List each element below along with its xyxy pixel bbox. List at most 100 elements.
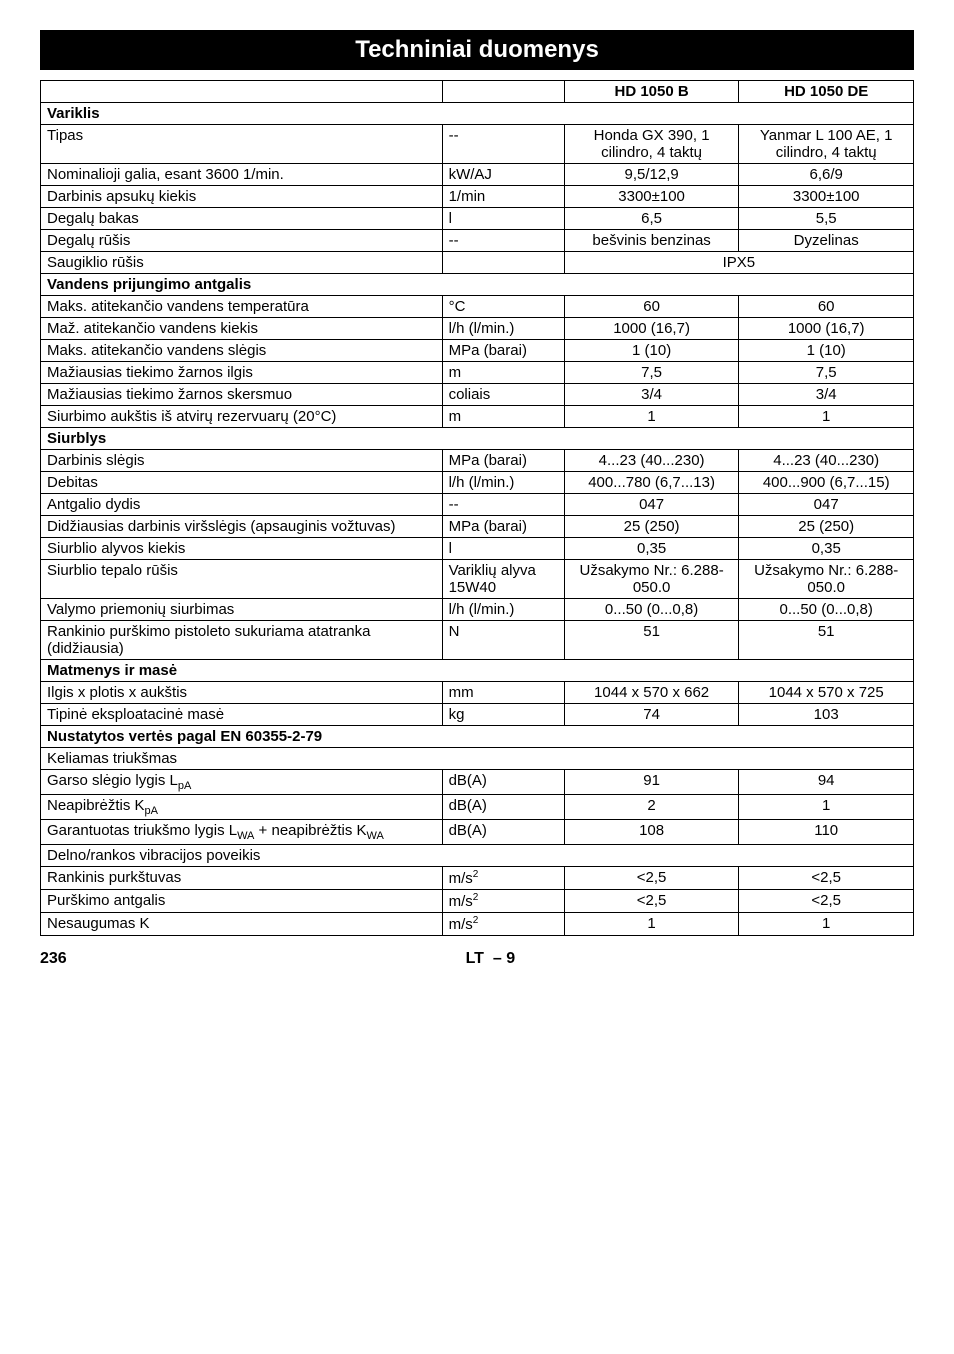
cell-label: Siurbimo aukštis iš atvirų rezervuarų (2… xyxy=(41,406,443,428)
section-nustatytos: Nustatytos vertės pagal EN 60355-2-79 xyxy=(41,726,914,748)
table-row: Garso slėgio lygis LpA dB(A) 91 94 xyxy=(41,770,914,795)
cell-value: 1044 x 570 x 662 xyxy=(564,682,739,704)
cell-label: Didžiausias darbinis viršslėgis (apsaugi… xyxy=(41,516,443,538)
cell-value: 400...780 (6,7...13) xyxy=(564,472,739,494)
section-delno: Delno/rankos vibracijos poveikis xyxy=(41,845,914,867)
cell-unit: N xyxy=(442,621,564,660)
cell-value: 74 xyxy=(564,704,739,726)
cell-label: Siurblio alyvos kiekis xyxy=(41,538,443,560)
table-row: Siurblio tepalo rūšis Variklių alyva 15W… xyxy=(41,560,914,599)
cell-value: 3/4 xyxy=(564,384,739,406)
cell-label: Rankinis purkštuvas xyxy=(41,867,443,890)
table-row: Maks. atitekančio vandens slėgis MPa (ba… xyxy=(41,340,914,362)
cell-label: Tipas xyxy=(41,125,443,164)
cell-value: 3300±100 xyxy=(564,186,739,208)
page-footer: 236 LT – 9 xyxy=(40,950,914,968)
table-row: Purškimo antgalis m/s2 <2,5 <2,5 xyxy=(41,890,914,913)
cell-value: 103 xyxy=(739,704,914,726)
cell-value: 7,5 xyxy=(739,362,914,384)
section-keliamas: Keliamas triukšmas xyxy=(41,748,914,770)
table-row: Ilgis x plotis x aukštis mm 1044 x 570 x… xyxy=(41,682,914,704)
table-row: Siurbimo aukštis iš atvirų rezervuarų (2… xyxy=(41,406,914,428)
cell-value: 1000 (16,7) xyxy=(739,318,914,340)
header-blank xyxy=(41,81,443,103)
cell-value: 0,35 xyxy=(564,538,739,560)
page-title: Techniniai duomenys xyxy=(40,30,914,70)
table-row: Valymo priemonių siurbimas l/h (l/min.) … xyxy=(41,599,914,621)
table-row: Maks. atitekančio vandens temperatūra °C… xyxy=(41,296,914,318)
cell-label: Garantuotas triukšmo lygis LWA + neapibr… xyxy=(41,820,443,845)
table-row: Degalų rūšis -- bešvinis benzinas Dyzeli… xyxy=(41,230,914,252)
cell-value: 1044 x 570 x 725 xyxy=(739,682,914,704)
footer-page: 236 xyxy=(40,950,67,968)
table-row: Tipas -- Honda GX 390, 1 cilindro, 4 tak… xyxy=(41,125,914,164)
cell-value: <2,5 xyxy=(564,867,739,890)
cell-unit: l xyxy=(442,208,564,230)
cell-value: 1 xyxy=(739,913,914,936)
cell-value: 0...50 (0...0,8) xyxy=(564,599,739,621)
cell-value: 1000 (16,7) xyxy=(564,318,739,340)
cell-label: Darbinis apsukų kiekis xyxy=(41,186,443,208)
cell-label: Saugiklio rūšis xyxy=(41,252,443,274)
cell-value: 51 xyxy=(564,621,739,660)
cell-label: Nesaugumas K xyxy=(41,913,443,936)
cell-value: 047 xyxy=(739,494,914,516)
cell-value: 1 (10) xyxy=(564,340,739,362)
cell-unit: l/h (l/min.) xyxy=(442,318,564,340)
cell-value: 1 xyxy=(564,913,739,936)
cell-label: Neapibrėžtis KpA xyxy=(41,795,443,820)
header-unit xyxy=(442,81,564,103)
cell-unit: MPa (barai) xyxy=(442,450,564,472)
cell-value: <2,5 xyxy=(739,867,914,890)
cell-value: Honda GX 390, 1 cilindro, 4 taktų xyxy=(564,125,739,164)
cell-value: 25 (250) xyxy=(739,516,914,538)
cell-label: Darbinis slėgis xyxy=(41,450,443,472)
table-row: Tipinė eksploatacinė masė kg 74 103 xyxy=(41,704,914,726)
cell-unit: MPa (barai) xyxy=(442,340,564,362)
cell-value: 047 xyxy=(564,494,739,516)
cell-unit xyxy=(442,252,564,274)
cell-value: 4...23 (40...230) xyxy=(739,450,914,472)
table-row: Garantuotas triukšmo lygis LWA + neapibr… xyxy=(41,820,914,845)
table-row: Nominalioji galia, esant 3600 1/min. kW/… xyxy=(41,164,914,186)
cell-value: 94 xyxy=(739,770,914,795)
cell-label: Maks. atitekančio vandens temperatūra xyxy=(41,296,443,318)
section-vandens: Vandens prijungimo antgalis xyxy=(41,274,914,296)
cell-label: Maks. atitekančio vandens slėgis xyxy=(41,340,443,362)
cell-value: Yanmar L 100 AE, 1 cilindro, 4 taktų xyxy=(739,125,914,164)
cell-label: Mažiausias tiekimo žarnos ilgis xyxy=(41,362,443,384)
cell-value: 0,35 xyxy=(739,538,914,560)
cell-value: 400...900 (6,7...15) xyxy=(739,472,914,494)
cell-label: Tipinė eksploatacinė masė xyxy=(41,704,443,726)
cell-value: 6,5 xyxy=(564,208,739,230)
cell-unit: 1/min xyxy=(442,186,564,208)
table-row: Antgalio dydis -- 047 047 xyxy=(41,494,914,516)
cell-value: bešvinis benzinas xyxy=(564,230,739,252)
cell-value: 7,5 xyxy=(564,362,739,384)
cell-value: 4...23 (40...230) xyxy=(564,450,739,472)
cell-label: Degalų bakas xyxy=(41,208,443,230)
cell-unit: MPa (barai) xyxy=(442,516,564,538)
cell-value: 9,5/12,9 xyxy=(564,164,739,186)
cell-label: Valymo priemonių siurbimas xyxy=(41,599,443,621)
cell-label: Purškimo antgalis xyxy=(41,890,443,913)
table-row: Nesaugumas K m/s2 1 1 xyxy=(41,913,914,936)
cell-unit: dB(A) xyxy=(442,795,564,820)
table-row: Mažiausias tiekimo žarnos skersmuo colia… xyxy=(41,384,914,406)
cell-unit: coliais xyxy=(442,384,564,406)
cell-value: <2,5 xyxy=(739,890,914,913)
cell-value: 1 xyxy=(564,406,739,428)
cell-value: 1 xyxy=(739,406,914,428)
cell-value: 108 xyxy=(564,820,739,845)
table-row: Rankinio purškimo pistoleto sukuriama at… xyxy=(41,621,914,660)
cell-value: 110 xyxy=(739,820,914,845)
cell-label: Maž. atitekančio vandens kiekis xyxy=(41,318,443,340)
cell-value: 5,5 xyxy=(739,208,914,230)
cell-value: 0...50 (0...0,8) xyxy=(739,599,914,621)
cell-unit: -- xyxy=(442,494,564,516)
cell-unit: -- xyxy=(442,230,564,252)
section-siurblys: Siurblys xyxy=(41,428,914,450)
header-model2: HD 1050 DE xyxy=(739,81,914,103)
table-row: Degalų bakas l 6,5 5,5 xyxy=(41,208,914,230)
table-row: Debitas l/h (l/min.) 400...780 (6,7...13… xyxy=(41,472,914,494)
